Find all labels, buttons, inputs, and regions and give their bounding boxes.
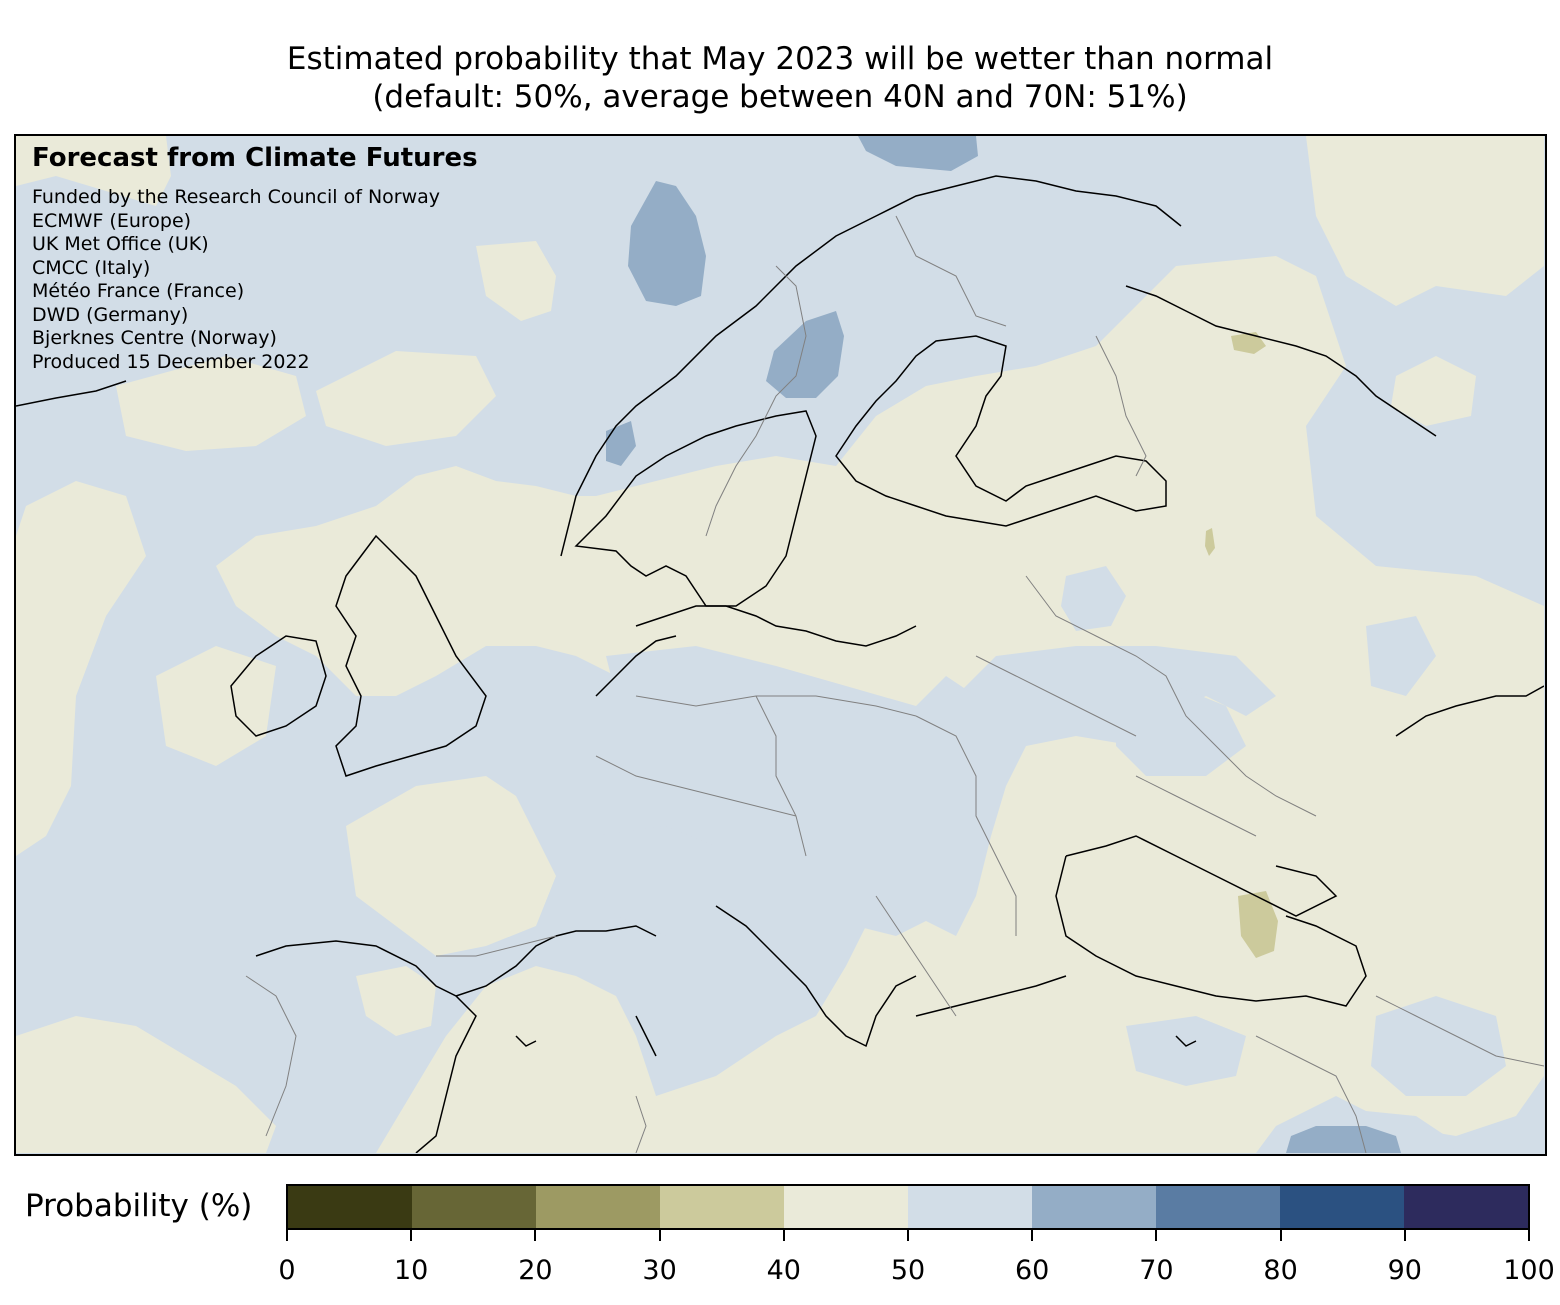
figure-title: Estimated probability that May 2023 will… xyxy=(0,40,1560,116)
colorbar-label: Probability (%) xyxy=(25,1188,253,1224)
colorbar-tick-label: 60 xyxy=(1015,1255,1050,1286)
coastlines xyxy=(16,175,1544,1153)
colorbar-tick-mark xyxy=(534,1228,537,1241)
credits-heading: Forecast from Climate Futures xyxy=(32,143,478,173)
colorbar-bin-30-40 xyxy=(660,1186,784,1228)
colorbar xyxy=(286,1184,1530,1230)
credits-block: Forecast from Climate Futures Funded by … xyxy=(32,142,478,374)
credit-line: Bjerknes Centre (Norway) xyxy=(32,327,277,349)
colorbar-tick-label: 100 xyxy=(1503,1255,1555,1286)
colorbar-tick-mark xyxy=(410,1228,413,1241)
credit-line: Funded by the Research Council of Norway xyxy=(32,186,441,208)
map-panel: Forecast from Climate Futures Funded by … xyxy=(14,134,1547,1156)
colorbar-tick-label: 10 xyxy=(394,1255,429,1286)
colorbar-tick-mark xyxy=(1031,1228,1034,1241)
colorbar-tick-mark xyxy=(1155,1228,1158,1241)
country-borders xyxy=(245,215,1544,1153)
colorbar-tick-label: 40 xyxy=(766,1255,801,1286)
title-line-2: (default: 50%, average between 40N and 7… xyxy=(372,79,1188,115)
colorbar-tick-label: 70 xyxy=(1139,1255,1174,1286)
colorbar-tick-label: 30 xyxy=(642,1255,677,1286)
colorbar-bin-0-10 xyxy=(288,1186,412,1228)
colorbar-tick-label: 50 xyxy=(890,1255,926,1286)
colorbar-tick-mark xyxy=(782,1228,785,1241)
colorbar-tick-label: 80 xyxy=(1263,1255,1298,1286)
colorbar-tick-mark xyxy=(1279,1228,1282,1241)
colorbar-ticks: 0 10 20 30 40 50 60 70 80 90 100 xyxy=(278,1228,1555,1298)
colorbar-bin-50-60 xyxy=(908,1186,1032,1228)
colorbar-bin-70-80 xyxy=(1156,1186,1280,1228)
credit-line: CMCC (Italy) xyxy=(32,256,151,279)
credit-line: Produced 15 December 2022 xyxy=(32,350,310,373)
colorbar-bin-60-70 xyxy=(1032,1186,1156,1228)
probability-map xyxy=(16,136,1544,1153)
colorbar-tick-mark xyxy=(286,1228,288,1241)
colorbar-bin-20-30 xyxy=(536,1186,660,1228)
colorbar-tick-label: 90 xyxy=(1387,1255,1422,1286)
colorbar-tick-label: 20 xyxy=(518,1255,553,1286)
probability-60-70-regions xyxy=(606,136,1401,1153)
credit-line: Météo France (France) xyxy=(32,280,245,302)
colorbar-tick-mark xyxy=(658,1228,661,1241)
colorbar-bin-90-100 xyxy=(1404,1186,1528,1228)
colorbar-tick-mark xyxy=(1403,1228,1406,1241)
credit-line: UK Met Office (UK) xyxy=(32,233,209,255)
title-line-1: Estimated probability that May 2023 will… xyxy=(286,41,1274,77)
colorbar-bin-40-50 xyxy=(784,1186,908,1228)
colorbar-bin-80-90 xyxy=(1280,1186,1404,1228)
colorbar-tick-label: 0 xyxy=(278,1255,296,1286)
probability-50-60-regions xyxy=(591,566,1506,1153)
colorbar-tick-mark xyxy=(1528,1228,1530,1241)
credit-line: DWD (Germany) xyxy=(32,303,189,326)
colorbar-bin-10-20 xyxy=(412,1186,536,1228)
probability-30-40-regions xyxy=(1205,332,1278,958)
credit-line: ECMWF (Europe) xyxy=(32,209,192,232)
colorbar-tick-mark xyxy=(907,1228,909,1241)
